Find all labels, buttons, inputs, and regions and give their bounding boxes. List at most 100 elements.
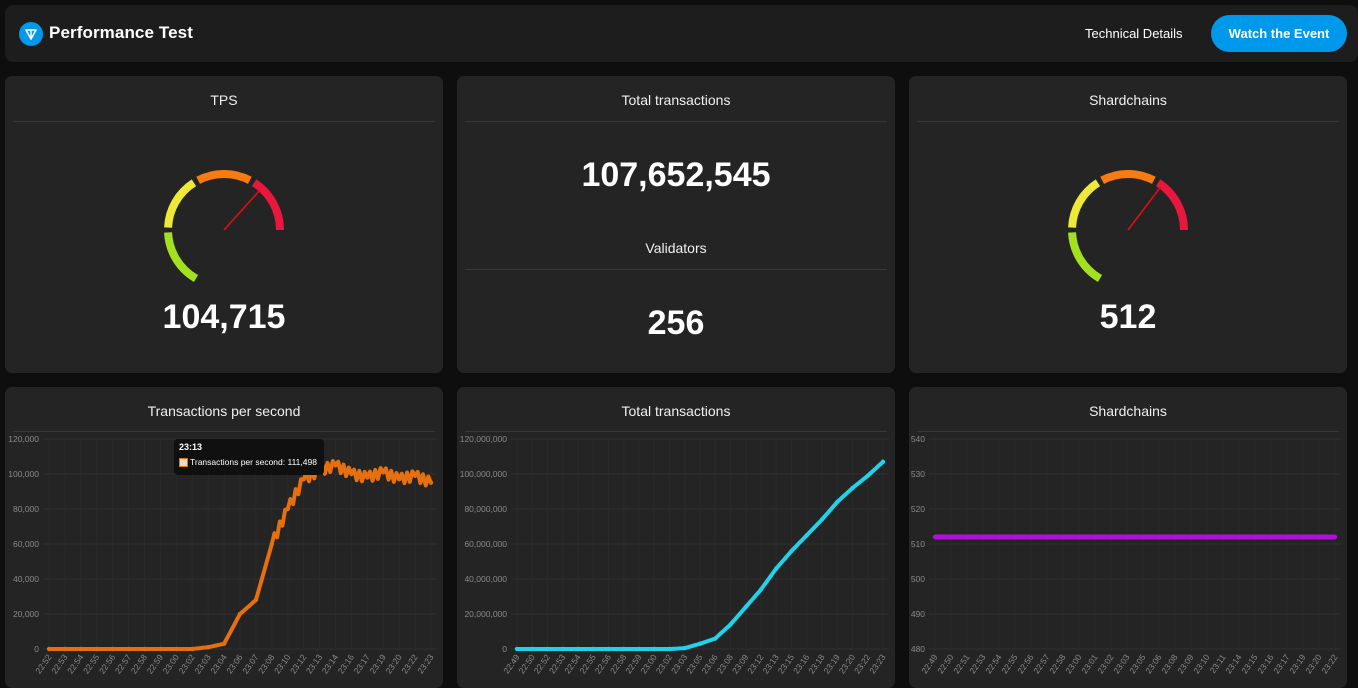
tooltip-row: Transactions per second: 111,498 (179, 457, 319, 467)
data-point (575, 646, 581, 652)
y-tick-label: 0 (34, 644, 39, 654)
data-point (301, 477, 306, 482)
y-tick-label: 60,000,000 (464, 539, 507, 549)
data-point (1252, 534, 1258, 540)
shardchains-value: 512 (1099, 298, 1157, 336)
data-point (1236, 534, 1242, 540)
divider (465, 269, 887, 270)
data-point (428, 480, 434, 485)
data-point (697, 641, 703, 646)
y-tick-label: 40,000 (13, 574, 39, 584)
x-tick-label: 23:20 (1303, 652, 1324, 675)
data-point (190, 646, 195, 652)
app-title: Performance Test (49, 23, 193, 42)
y-tick-label: 80,000 (13, 504, 39, 514)
tooltip-time: 23:13 (179, 442, 203, 452)
x-tick-label: 23:23 (867, 652, 888, 675)
y-tick-label: 480 (911, 644, 925, 654)
chart-tooltip: 23:13 Transactions per second: 111,498 (174, 439, 324, 475)
top-bar: Performance Test Technical Details Watch… (5, 5, 1358, 62)
data-point (948, 534, 954, 540)
data-point (996, 534, 1002, 540)
x-tick-label: 22:49 (919, 652, 940, 675)
shardchains-card-title: Shardchains (1089, 92, 1167, 108)
x-tick-label: 23:14 (1223, 652, 1244, 675)
y-tick-label: 20,000,000 (464, 609, 507, 619)
data-point (1316, 534, 1322, 540)
data-point (880, 459, 886, 464)
y-tick-label: 120,000 (8, 434, 39, 444)
data-point (530, 646, 535, 652)
data-point (126, 646, 131, 652)
x-tick-label: 22:53 (967, 652, 988, 675)
shard-line-chart[interactable]: 54053052051050049048022:4922:5022:5122:5… (909, 387, 1347, 688)
tps-value: 104,715 (162, 298, 286, 336)
data-point (396, 477, 402, 482)
data-point (606, 646, 611, 652)
data-point (1156, 534, 1162, 540)
data-point (545, 646, 550, 652)
data-point (713, 636, 718, 641)
data-point (964, 534, 970, 540)
technical-details-link[interactable]: Technical Details (1085, 26, 1183, 41)
data-point (1028, 534, 1034, 540)
data-point (94, 646, 99, 652)
shardchains-card: Shardchains 512 (909, 76, 1347, 373)
data-point (682, 645, 687, 651)
data-point (774, 566, 779, 571)
data-point (789, 548, 794, 554)
x-tick-label: 23:00 (1063, 652, 1084, 675)
x-tick-label: 23:23 (415, 652, 436, 675)
tps-line-chart[interactable]: 120,000 100,000 80,000 60,000 40,000 20,000 0 2… (5, 387, 443, 688)
data-point (333, 463, 338, 468)
shard-chart-card: Shardchains 540 530 520 510 500 490 480 22:49 22… (909, 387, 1347, 688)
data-point (932, 534, 938, 540)
data-point (1188, 534, 1194, 540)
x-tick-label: 23:09 (1175, 652, 1196, 675)
data-point (865, 473, 870, 478)
x-tick-label: 22:56 (1015, 652, 1036, 675)
x-tick-label: 23:19 (1287, 652, 1308, 675)
data-point (158, 646, 163, 652)
data-point (285, 506, 290, 512)
data-point (560, 646, 565, 652)
total-line-chart[interactable]: 120,000,000 100,000,000 80,000,000 60,000,0… (457, 387, 895, 688)
shardchains-gauge (1068, 170, 1188, 282)
data-point (412, 473, 418, 478)
x-tick-label: 23:10 (1191, 652, 1212, 675)
x-tick-label: 23:16 (1255, 652, 1276, 675)
divider (13, 431, 435, 432)
gauge-needle (1127, 186, 1162, 231)
tps-chart-card: Transactions per second 120,000 100,000 80… (5, 387, 443, 688)
gauge-segment (1068, 232, 1103, 282)
x-tick-label: 22:51 (951, 652, 972, 675)
data-point (365, 475, 370, 480)
data-point (636, 646, 642, 652)
data-point (110, 646, 115, 652)
y-tick-label: 40,000,000 (464, 574, 507, 584)
data-point (667, 646, 672, 652)
data-point (1204, 534, 1210, 540)
x-tick-label: 22:54 (983, 652, 1004, 675)
y-tick-label: 60,000 (13, 539, 39, 549)
watch-event-button[interactable]: Watch the Event (1211, 15, 1347, 52)
y-tick-label: 100,000,000 (460, 469, 508, 479)
data-point (1108, 534, 1114, 540)
data-point (349, 471, 354, 477)
tps-card: TPS 104,715 (5, 76, 443, 373)
x-tick-label: 23:06 (1143, 652, 1164, 675)
divider (13, 121, 435, 122)
tooltip-swatch (179, 457, 188, 467)
data-point (1044, 534, 1050, 540)
gauge-needle (223, 189, 261, 231)
x-tick-label: 23:03 (1111, 652, 1132, 675)
gauge-segment (196, 170, 252, 184)
total-card-title: Total transactions (621, 92, 731, 108)
data-point (621, 646, 626, 652)
divider (465, 431, 887, 432)
x-tick-label: 23:17 (1271, 652, 1292, 675)
data-point (174, 646, 179, 652)
data-point (728, 622, 733, 627)
y-tick-label: 120,000,000 (460, 434, 508, 444)
y-tick-label: 100,000 (8, 469, 39, 479)
